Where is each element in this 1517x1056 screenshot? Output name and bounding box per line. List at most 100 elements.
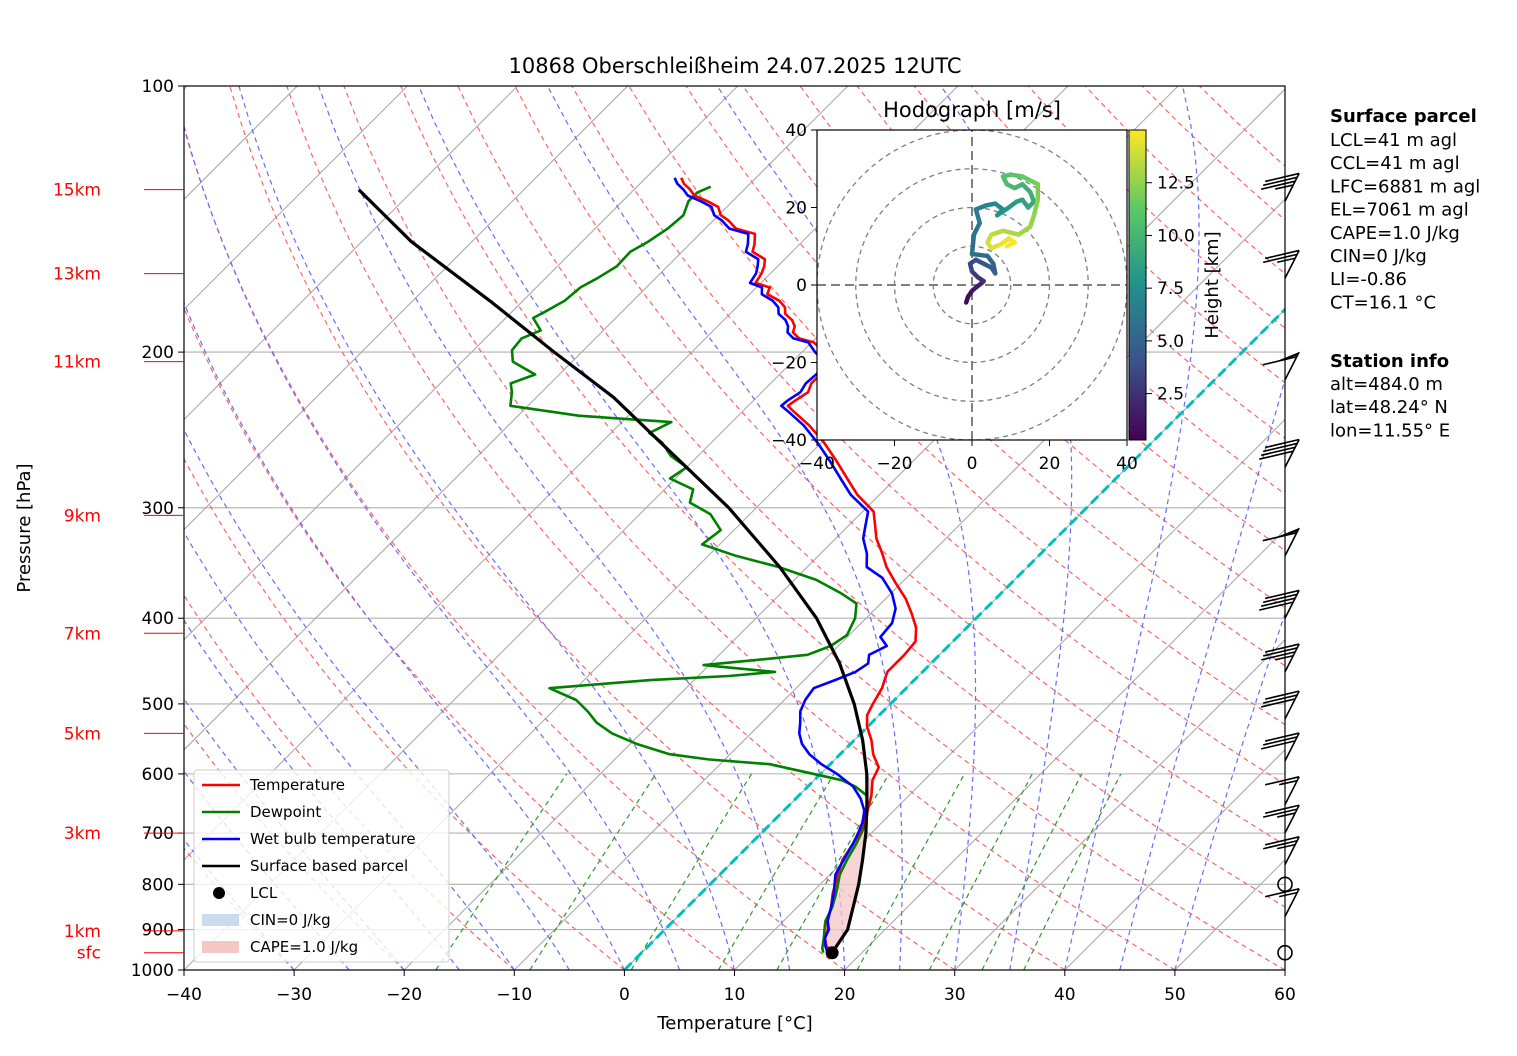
height-label: 9km [64, 506, 101, 526]
dry-adiabat [457, 86, 1285, 908]
wind-barb-half [1275, 654, 1294, 661]
hodograph-segment [994, 205, 1012, 218]
moist-adiabat [318, 86, 791, 970]
wind-barb-full [1264, 643, 1300, 653]
isotherm [954, 638, 1285, 970]
lcl-marker-group [825, 946, 839, 960]
x-tick-label: 20 [834, 985, 856, 1005]
wind-barb-full [1262, 355, 1297, 366]
height-label: 5km [64, 724, 101, 744]
wind-barb-full [1264, 438, 1300, 449]
wind-barb-half [1278, 891, 1298, 898]
colorbar-tick-label: 5.0 [1157, 332, 1184, 352]
chart-title: 10868 Oberschleißheim 24.07.2025 12UTC [509, 54, 962, 78]
wind-barbs [1259, 172, 1300, 961]
wind-barb-full [1262, 593, 1298, 604]
station-info-line: lon=11.55° E [1330, 420, 1450, 441]
wind-barb-full [1261, 740, 1296, 750]
lcl-marker [825, 946, 839, 960]
wind-barb-half [1275, 184, 1294, 190]
wind-barb-full [1264, 804, 1300, 815]
colorbar-tick-label: 2.5 [1157, 385, 1184, 405]
x-tick-label: −30 [276, 985, 312, 1005]
x-tick-label: 60 [1274, 985, 1296, 1005]
isotherm [734, 418, 1285, 970]
mixing-ratio-line [928, 773, 1033, 970]
hodograph-x-tick-label: 20 [1039, 454, 1061, 474]
moist-adiabat [546, 86, 903, 970]
wind-barb-full [1259, 601, 1294, 611]
isotherm [184, 86, 739, 641]
dry-adiabat [184, 126, 845, 970]
hodograph-x-tick-label: 40 [1116, 454, 1138, 474]
x-tick-label: −10 [496, 985, 532, 1005]
hodograph-y-tick-label: −40 [771, 431, 807, 451]
dry-adiabat [343, 86, 1176, 970]
isotherm [184, 86, 518, 421]
y-tick-label: 100 [142, 77, 174, 97]
wind-barb-full [1262, 253, 1298, 264]
hodograph-y-tick-label: −20 [771, 354, 807, 374]
moist-adiabat [184, 428, 570, 970]
wind-barb-full [1264, 732, 1300, 742]
mixing-ratio-line [856, 773, 966, 970]
legend-label: LCL [250, 884, 278, 902]
hodograph-segment [1031, 197, 1041, 218]
mixing-ratio-line [630, 773, 753, 970]
colorbar-tick-label: 12.5 [1157, 174, 1195, 194]
wind-barb-full [1262, 694, 1298, 704]
hodograph-x-tick-label: −40 [799, 454, 835, 474]
x-tick-label: 0 [619, 985, 630, 1005]
legend-label: Dewpoint [250, 803, 321, 821]
wind-barb-staff [1284, 527, 1300, 557]
isotherm [513, 198, 1285, 970]
station-info-line: alt=484.0 m [1330, 374, 1443, 395]
height-label: sfc [77, 944, 101, 964]
moist-adiabat [184, 619, 460, 970]
height-label: 15km [53, 181, 101, 201]
y-tick-label: 700 [142, 824, 174, 844]
dry-adiabat [286, 86, 1066, 970]
height-label: 3km [64, 824, 101, 844]
mixing-ratio-line [1023, 773, 1122, 970]
isotherm [1064, 749, 1285, 970]
isotherm [844, 528, 1285, 970]
height-label: 1km [64, 922, 101, 942]
surface-parcel-line: CIN=0 J/kg [1330, 246, 1427, 267]
wind-barb-full [1261, 698, 1296, 708]
hodograph-trace [963, 172, 1041, 305]
dry-adiabat [184, 723, 405, 970]
wind-barb-half [1277, 812, 1296, 818]
isotherm [184, 86, 849, 751]
moist-adiabat [1174, 611, 1285, 970]
wind-barb-full [1261, 446, 1296, 457]
height-label: 13km [53, 265, 101, 285]
wind-barb-full [1262, 839, 1298, 850]
x-tick-label: 30 [944, 985, 966, 1005]
legend-label: CAPE=1.0 J/kg [250, 938, 358, 956]
x-tick-label: 10 [724, 985, 746, 1005]
wind-barb-staff [1284, 351, 1300, 381]
wind-barb-full [1261, 651, 1296, 661]
mixing-ratio-line [529, 773, 657, 970]
hodograph: Hodograph [m/s] −40 −20 0 20 40 40 20 0 −20 −40 2… [771, 98, 1223, 474]
wind-barb-full [1264, 589, 1300, 600]
reference-lines [184, 86, 1285, 970]
x-axis-label: Temperature [°C] [656, 1013, 812, 1034]
wind-barb-half [1277, 257, 1296, 264]
hodograph-title: Hodograph [m/s] [883, 98, 1061, 122]
y-tick-label: 1000 [131, 961, 174, 981]
hodograph-axes: −40 −20 0 20 40 40 20 0 −20 −40 [771, 121, 1138, 474]
y-tick-label: 800 [142, 875, 174, 895]
cape-shading [824, 773, 873, 953]
mixing-ratio-line [717, 773, 835, 970]
moist-adiabat [184, 124, 681, 970]
wind-barb-full [1261, 180, 1296, 190]
isotherm [184, 86, 628, 531]
hodograph-x-tick-label: −20 [877, 454, 913, 474]
legend-patch-marker [202, 914, 239, 926]
